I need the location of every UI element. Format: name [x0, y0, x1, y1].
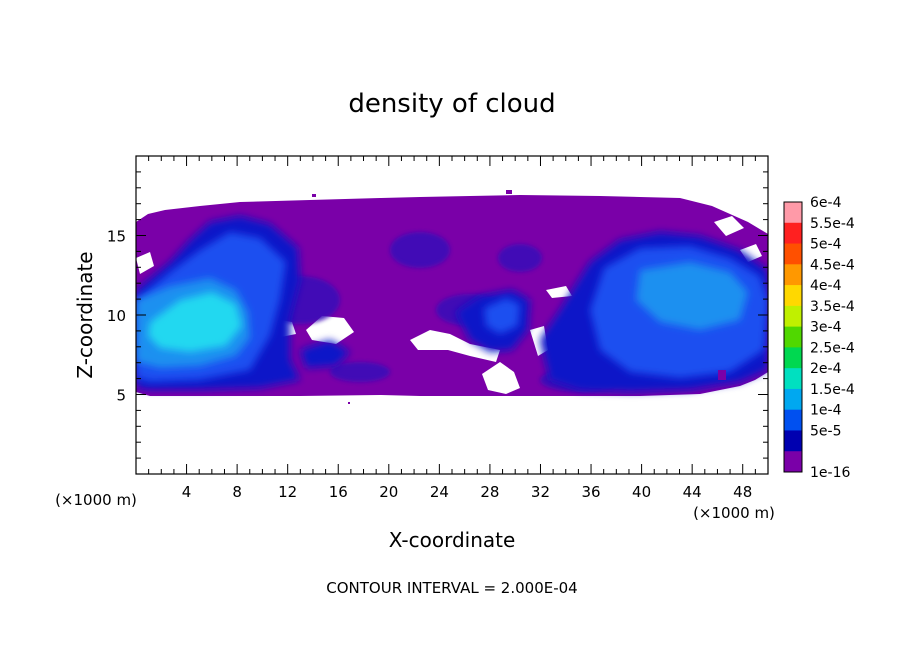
x-tick-label: 12: [278, 483, 297, 501]
colorbar-label: 2e-4: [810, 361, 842, 377]
colorbar-swatch: [784, 388, 802, 411]
contour-field: [136, 190, 768, 404]
y-tick-label: 10: [107, 307, 126, 325]
x-tick-label: 4: [182, 483, 192, 501]
colorbar-swatch: [784, 202, 802, 224]
x-axis-label: X-coordinate: [389, 528, 516, 552]
y-axis-ticks: 5 10 15: [107, 171, 768, 459]
gap-2: [306, 316, 354, 344]
chart-title: density of cloud: [348, 89, 555, 119]
x-tick-label: 16: [329, 483, 348, 501]
gap-7: [714, 216, 744, 236]
gap-4: [482, 362, 520, 394]
y-tick-label: 15: [107, 228, 126, 246]
colorbar-border: [783, 201, 803, 473]
colorbar-swatch: [784, 305, 802, 328]
colorbar-label: 5e-5: [810, 423, 841, 439]
colorbar-label: 4.5e-4: [810, 257, 855, 273]
y-axis-label: Z-coordinate: [73, 251, 97, 378]
colorbar-swatch: [784, 368, 802, 390]
x-tick-label: 8: [232, 483, 242, 501]
colorbar-swatch: [784, 222, 802, 245]
colorbar-swatch: [784, 430, 802, 452]
colorbar-label: 3e-4: [810, 320, 842, 336]
x-tick-label: 28: [480, 483, 499, 501]
colorbar-label: 2.5e-4: [810, 340, 855, 356]
colorbar-swatch: [784, 243, 802, 265]
gap-3: [410, 330, 500, 362]
x-unit-right: (×1000 m): [693, 504, 775, 522]
colorbar-label: 1.5e-4: [810, 382, 855, 398]
contour-interval-note: CONTOUR INTERVAL = 2.000E-04: [326, 579, 577, 597]
colorbar-label: 5.5e-4: [810, 216, 855, 232]
x-tick-label: 44: [683, 483, 702, 501]
colorbar-label: 5e-4: [810, 237, 842, 253]
colorbar-swatch: [784, 285, 802, 307]
x-tick-label: 32: [531, 483, 550, 501]
x-tick-label: 48: [733, 483, 752, 501]
colorbar-swatch: [784, 451, 802, 473]
x-axis-ticks: 4 8 12 16 20 24 28 32 36 40 44 48: [148, 156, 756, 501]
colorbar-label: 4e-4: [810, 278, 842, 294]
colorbar: 6e-4 5.5e-4 5e-4 4.5e-4 4e-4 3.5e-4 3e-4 2.5e-4…: [783, 195, 855, 481]
y-tick-label: 5: [116, 387, 126, 405]
gap-9: [546, 286, 572, 298]
colorbar-label: 3.5e-4: [810, 299, 855, 315]
x-unit-left: (×1000 m): [55, 491, 137, 509]
colorbar-swatch: [784, 326, 802, 348]
colorbar-label: 1e-4: [810, 403, 842, 419]
gap-6: [136, 252, 154, 274]
x-tick-label: 20: [379, 483, 398, 501]
x-tick-label: 40: [632, 483, 651, 501]
colorbar-swatch: [784, 264, 802, 286]
colorbar-swatch: [784, 347, 802, 369]
x-tick-label: 24: [430, 483, 449, 501]
colorbar-swatch: [784, 409, 802, 431]
x-tick-label: 36: [581, 483, 600, 501]
colorbar-label: 6e-4: [810, 195, 842, 211]
colorbar-label: 1e-16: [810, 465, 850, 481]
